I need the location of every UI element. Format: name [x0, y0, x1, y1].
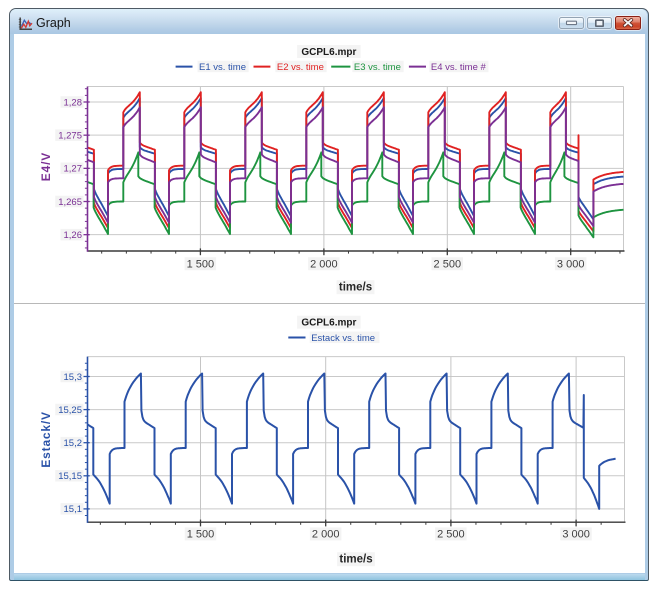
svg-text:15,15: 15,15: [58, 471, 82, 482]
svg-text:GCPL6.mpr: GCPL6.mpr: [301, 47, 356, 58]
svg-text:3 000: 3 000: [562, 528, 590, 540]
svg-text:2 500: 2 500: [433, 258, 461, 270]
svg-text:Estack vs. time: Estack vs. time: [311, 332, 375, 343]
svg-text:2 000: 2 000: [311, 528, 339, 540]
svg-text:15,1: 15,1: [63, 504, 82, 515]
svg-text:E3 vs. time: E3 vs. time: [353, 61, 400, 72]
svg-text:time/s: time/s: [338, 281, 371, 293]
svg-text:1 500: 1 500: [186, 528, 214, 540]
svg-text:E4/V: E4/V: [38, 151, 52, 180]
svg-text:E4 vs. time #: E4 vs. time #: [430, 61, 486, 72]
svg-text:15,3: 15,3: [63, 371, 82, 382]
svg-text:GCPL6.mpr: GCPL6.mpr: [301, 317, 356, 328]
svg-text:15,2: 15,2: [63, 438, 82, 449]
svg-text:1,28: 1,28: [63, 97, 82, 108]
svg-text:1,275: 1,275: [58, 130, 82, 141]
svg-text:Estack/V: Estack/V: [38, 411, 52, 467]
svg-text:E1 vs. time: E1 vs. time: [199, 61, 246, 72]
svg-text:15,25: 15,25: [58, 404, 82, 415]
svg-text:1,265: 1,265: [58, 196, 82, 207]
svg-text:time/s: time/s: [339, 553, 372, 565]
svg-text:E2 vs. time: E2 vs. time: [276, 61, 323, 72]
svg-text:3 000: 3 000: [556, 258, 584, 270]
svg-text:1 500: 1 500: [186, 258, 214, 270]
svg-text:1,27: 1,27: [63, 163, 82, 174]
svg-text:1,26: 1,26: [63, 229, 82, 240]
svg-text:2 000: 2 000: [310, 258, 338, 270]
svg-text:2 500: 2 500: [437, 528, 465, 540]
